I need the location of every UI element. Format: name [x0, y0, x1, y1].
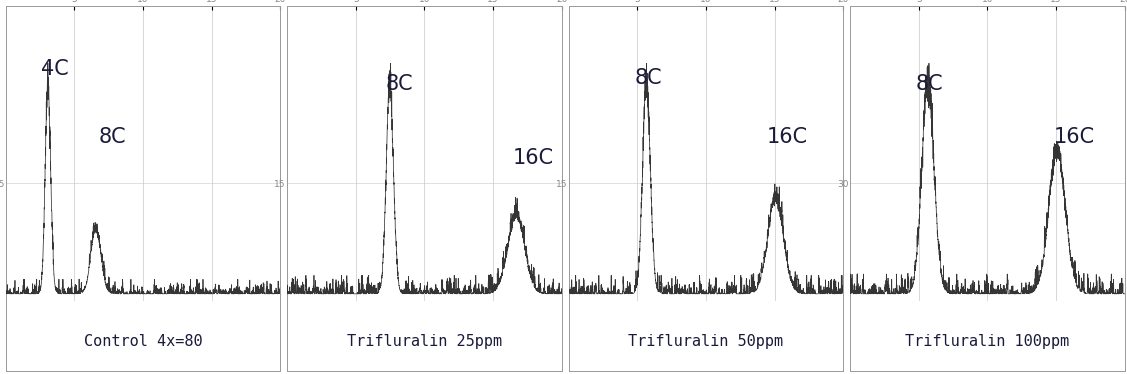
Text: 16C: 16C	[513, 148, 553, 168]
Text: 4C: 4C	[42, 59, 69, 79]
Text: Trifluralin 100ppm: Trifluralin 100ppm	[905, 334, 1070, 349]
Text: Trifluralin 25ppm: Trifluralin 25ppm	[347, 334, 502, 349]
Text: 8C: 8C	[385, 74, 414, 94]
Text: 8C: 8C	[99, 127, 126, 147]
Text: 16C: 16C	[1054, 127, 1094, 147]
Text: 8C: 8C	[916, 74, 943, 94]
Text: Trifluralin 50ppm: Trifluralin 50ppm	[629, 334, 783, 349]
Text: 16C: 16C	[766, 127, 807, 147]
Text: Control 4x=80: Control 4x=80	[83, 334, 202, 349]
Text: 8C: 8C	[635, 68, 663, 88]
